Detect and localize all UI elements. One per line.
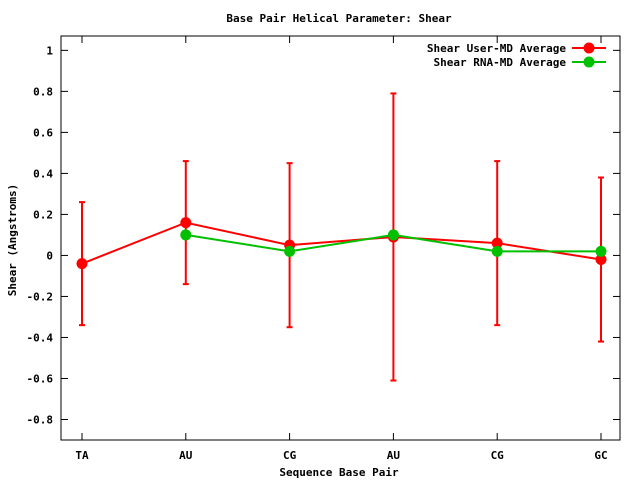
legend-swatch-marker bbox=[583, 42, 595, 54]
y-axis-ticks: -0.8 -0.6 -0.4 -0.2 0 0.2 0.4 0.6 0.8 1 bbox=[27, 44, 620, 426]
x-axis-ticks: TA AU CG AU CG GC bbox=[75, 36, 608, 462]
data-point bbox=[76, 258, 88, 270]
x-tick-label: CG bbox=[283, 449, 297, 462]
y-tick-label: -0.8 bbox=[27, 413, 54, 426]
x-tick-label: AU bbox=[387, 449, 401, 462]
y-axis-label: Shear (Angstroms) bbox=[6, 184, 19, 297]
y-tick-label: 0.8 bbox=[33, 85, 53, 98]
y-tick-label: 0 bbox=[46, 249, 53, 262]
series-layer bbox=[76, 92, 607, 382]
data-point bbox=[491, 237, 503, 249]
series-1 bbox=[76, 92, 607, 382]
y-tick-label: 0.2 bbox=[33, 208, 53, 221]
chart-title: Base Pair Helical Parameter: Shear bbox=[226, 12, 452, 25]
data-point bbox=[595, 254, 607, 266]
plot-frame bbox=[60, 35, 621, 441]
x-tick-label: AU bbox=[179, 449, 193, 462]
y-tick-label: -0.6 bbox=[27, 372, 54, 385]
plot-border bbox=[60, 35, 621, 441]
x-tick-label: TA bbox=[75, 449, 89, 462]
y-tick-label: -0.4 bbox=[27, 331, 54, 344]
legend-label: Shear User-MD Average bbox=[427, 42, 566, 55]
legend-swatch-marker bbox=[583, 56, 595, 68]
data-point bbox=[284, 245, 296, 257]
y-tick-label: 0.6 bbox=[33, 126, 53, 139]
x-tick-label: CG bbox=[491, 449, 505, 462]
data-point bbox=[595, 245, 607, 257]
x-tick-label: GC bbox=[594, 449, 607, 462]
y-tick-label: 0.4 bbox=[33, 167, 53, 180]
data-point bbox=[180, 229, 192, 241]
y-tick-label: 1 bbox=[46, 44, 53, 57]
series-2 bbox=[180, 229, 607, 257]
data-point bbox=[180, 217, 192, 229]
data-point bbox=[491, 245, 503, 257]
y-tick-label: -0.2 bbox=[27, 290, 54, 303]
data-point bbox=[387, 229, 399, 241]
series-line bbox=[81, 221, 602, 265]
legend-label: Shear RNA-MD Average bbox=[434, 56, 567, 69]
x-axis-label: Sequence Base Pair bbox=[279, 466, 399, 479]
